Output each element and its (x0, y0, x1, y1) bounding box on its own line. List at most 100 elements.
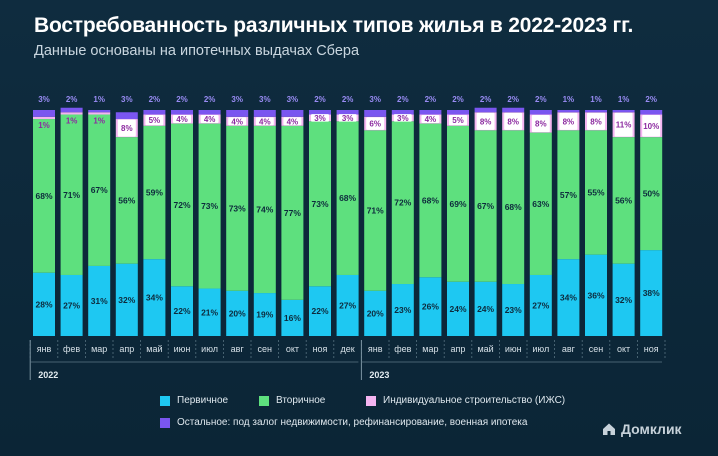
legend-label-izhs: Индивидуальное строительство (ИЖС) (383, 395, 566, 406)
bar-segment-3-17 (502, 107, 525, 113)
x-tick-label-7: авг (231, 344, 245, 354)
x-tick-label-10: ноя (313, 344, 328, 354)
data-label-izhs-1: 1% (66, 116, 78, 125)
data-label-izhs-12: 6% (369, 120, 381, 129)
bar-segment-2-0 (33, 116, 55, 120)
page-subtitle: Данные основаны на ипотечных выдачах Сбе… (34, 43, 360, 59)
bar-segment-3-11 (336, 110, 359, 115)
data-label-primary-22: 38% (643, 288, 660, 298)
bar-segment-0-3 (115, 263, 138, 336)
legend-item-izhs: Индивидуальное строительство (ИЖС) (366, 395, 565, 406)
data-label-primary-18: 27% (532, 300, 549, 310)
bar-segment-3-3 (115, 112, 138, 120)
data-label-other-14: 2% (425, 95, 437, 104)
izhs-label-bg-14 (421, 115, 440, 124)
data-label-other-19: 1% (563, 95, 575, 104)
bar-segment-1-22 (640, 137, 663, 251)
data-label-primary-6: 21% (201, 307, 218, 317)
bar-segment-1-18 (529, 132, 552, 275)
data-label-other-22: 2% (645, 95, 657, 104)
legend-label-primary: Первичное (177, 395, 229, 406)
bar-segment-0-11 (336, 274, 359, 336)
legend-item-primary: Первичное (160, 395, 228, 406)
data-label-primary-21: 32% (615, 295, 632, 305)
x-tick-label-4: май (146, 344, 162, 354)
izhs-label-bg-7 (228, 117, 247, 126)
data-label-izhs-9: 4% (287, 117, 299, 126)
bar-segment-3-21 (612, 110, 635, 113)
bar-segment-3-19 (557, 110, 580, 113)
data-label-izhs-20: 8% (590, 117, 602, 126)
izhs-label-bg-22 (642, 115, 661, 137)
brand-logo: Домклик (601, 421, 682, 437)
data-label-secondary-3: 56% (118, 195, 135, 205)
izhs-label-bg-6 (200, 115, 219, 124)
data-label-secondary-8: 74% (256, 204, 273, 214)
x-tick-label-8: сен (258, 344, 273, 354)
data-label-izhs-13: 3% (397, 114, 409, 123)
x-tick-label-3: апр (119, 344, 134, 354)
bar-segment-3-6 (198, 110, 221, 115)
bar-segment-0-15 (447, 281, 469, 336)
data-label-other-6: 2% (204, 95, 216, 104)
data-label-izhs-2: 1% (93, 116, 105, 125)
bar-segment-3-0 (33, 110, 55, 117)
bar-segment-0-10 (309, 286, 331, 336)
data-label-secondary-22: 50% (643, 189, 660, 199)
year-label-1: 2023 (369, 370, 389, 380)
bar-segment-1-11 (336, 121, 359, 275)
bar-segment-3-18 (529, 110, 552, 115)
bar-segment-1-21 (612, 137, 635, 264)
data-label-secondary-15: 69% (449, 199, 466, 209)
data-label-other-8: 3% (259, 95, 271, 104)
izhs-label-bg-4 (145, 115, 164, 126)
bar-segment-0-13 (391, 284, 414, 336)
data-label-other-2: 1% (93, 95, 105, 104)
bar-segment-0-5 (171, 286, 193, 336)
bar-segment-0-9 (281, 299, 304, 336)
data-label-primary-0: 28% (35, 299, 52, 309)
bar-segment-3-12 (364, 110, 387, 117)
x-tick-label-1: фев (63, 344, 80, 354)
x-tick-label-13: фев (394, 344, 411, 354)
x-tick-label-11: дек (340, 344, 354, 354)
x-tick-label-15: апр (451, 344, 466, 354)
data-label-other-7: 3% (231, 95, 243, 104)
data-label-other-4: 2% (149, 95, 161, 104)
bar-segment-3-1 (60, 107, 83, 113)
data-label-primary-1: 27% (63, 300, 80, 310)
data-label-primary-17: 23% (505, 305, 522, 315)
bar-segment-0-2 (88, 265, 111, 336)
x-tick-label-20: сен (589, 344, 604, 354)
x-tick-label-9: окт (286, 344, 299, 354)
legend-item-secondary: Вторичное (259, 395, 325, 406)
bar-segment-1-14 (419, 123, 442, 278)
data-label-secondary-21: 56% (615, 195, 632, 205)
data-label-primary-4: 34% (146, 293, 163, 303)
data-label-izhs-0: 1% (38, 121, 50, 130)
data-label-secondary-19: 57% (560, 190, 577, 200)
data-label-other-16: 2% (480, 95, 492, 104)
bar-segment-0-6 (198, 288, 221, 336)
bar-segment-0-18 (529, 274, 552, 336)
bar-segment-3-16 (474, 107, 497, 113)
data-label-secondary-18: 63% (532, 199, 549, 209)
legend-swatch-secondary (259, 395, 269, 406)
data-label-izhs-22: 10% (643, 122, 659, 131)
data-label-secondary-2: 67% (91, 185, 108, 195)
bar-segment-0-8 (253, 293, 276, 336)
bar-segment-0-17 (502, 284, 525, 336)
data-label-other-0: 3% (38, 95, 50, 104)
data-label-other-13: 2% (397, 95, 409, 104)
bar-segment-1-17 (502, 130, 525, 285)
data-label-other-5: 2% (176, 95, 188, 104)
data-label-primary-15: 24% (449, 304, 466, 314)
bar-segment-3-5 (171, 110, 193, 115)
bar-segment-3-14 (419, 110, 442, 115)
bar-segment-2-1 (60, 112, 83, 115)
data-label-primary-19: 34% (560, 293, 577, 303)
bar-segment-1-20 (585, 130, 607, 255)
data-label-primary-2: 31% (91, 296, 108, 306)
data-label-other-21: 1% (618, 95, 630, 104)
